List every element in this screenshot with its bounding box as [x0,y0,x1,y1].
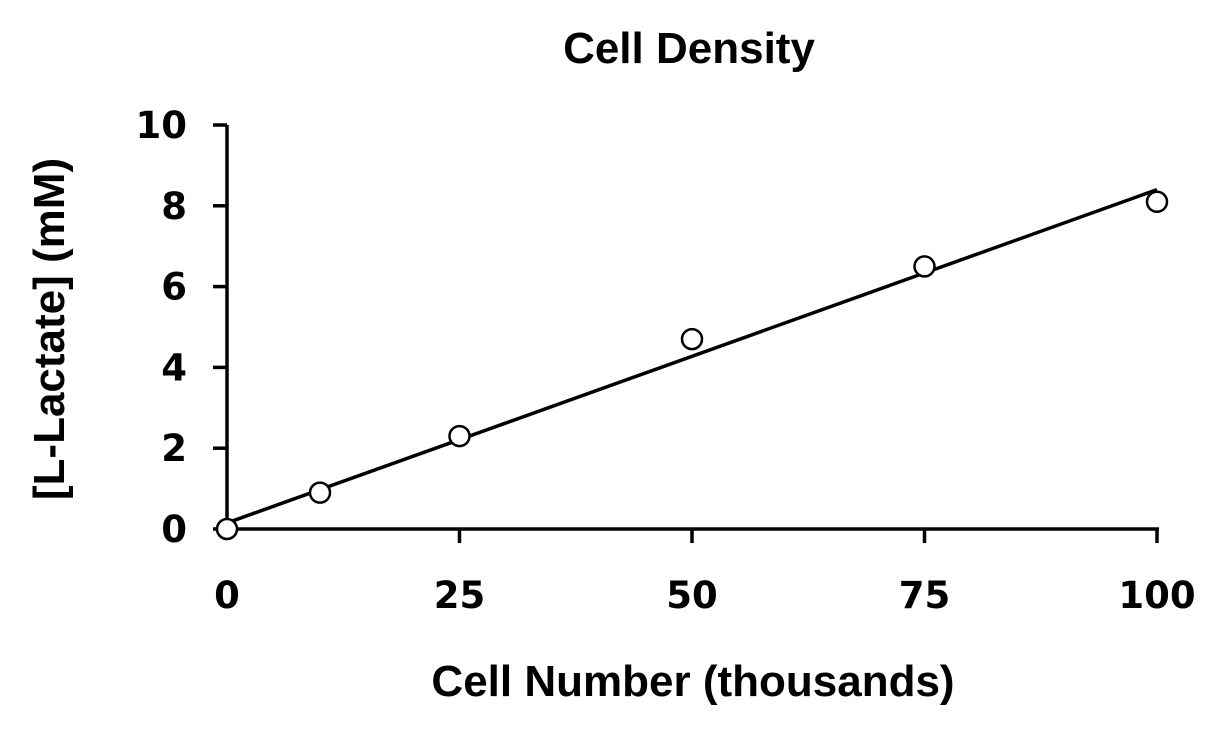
y-tick-label: 6 [161,266,187,309]
data-point [448,424,471,448]
trendline [226,187,1158,525]
data-point [680,327,704,351]
data-point [913,255,936,278]
x-tick-label: 25 [434,574,486,617]
y-tick-label: 4 [161,346,187,389]
x-axis-label: Cell Number (thousands) [431,657,954,706]
x-tick-label: 75 [899,574,951,617]
x-tick-label: 50 [666,574,718,617]
data-point [1145,190,1169,214]
y-tick-label: 2 [161,427,187,470]
x-tick-label: 100 [1118,574,1195,617]
data-point [308,481,332,504]
y-tick-label: 0 [161,508,187,551]
axes [215,125,1159,531]
data-points [215,190,1169,541]
y-axis-label: [L-Lactate] (mM) [25,158,74,500]
y-tick-label: 8 [161,185,187,228]
trendline-group [226,187,1158,525]
chart-title: Cell Density [563,24,815,73]
data-point [215,517,239,541]
x-tick-label: 0 [214,574,240,617]
y-tick-label: 10 [136,104,188,147]
ticks [213,123,1159,543]
